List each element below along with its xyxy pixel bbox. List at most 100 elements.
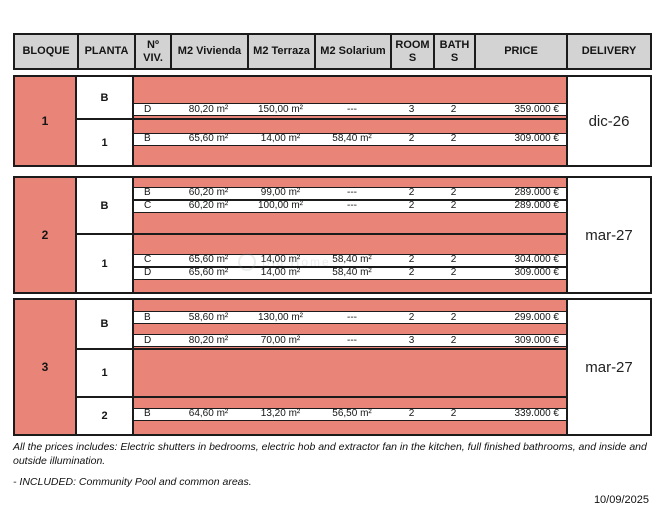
- unit-price: 304.000 €: [514, 254, 560, 266]
- salmon-filler: [134, 77, 566, 103]
- planta-band: 2 B 64,60 m² 13,20 m² 56,50 m² 2 2 339.000 €: [77, 396, 566, 434]
- unit-rows-area: C 65,60 m² 14,00 m² 58,40 m² 2 2 304.000 € D 65,…: [134, 235, 566, 292]
- unit-m2_solarium: ---: [347, 200, 357, 212]
- unit-rows-area: [134, 350, 566, 397]
- unit-rows-area: B 65,60 m² 14,00 m² 58,40 m² 2 2 309.000 €: [134, 120, 566, 165]
- salmon-filler: [134, 398, 566, 408]
- unit-viv: C: [144, 200, 152, 212]
- salmon-filler: [134, 120, 566, 133]
- header-cell-3: M2 Vivienda: [172, 35, 249, 68]
- unit-m2_vivienda: 64,60 m²: [188, 408, 229, 420]
- unit-price: 289.000 €: [514, 200, 560, 212]
- unit-m2_terraza: 100,00 m²: [257, 200, 304, 212]
- unit-baths: 2: [450, 334, 457, 346]
- unit-row: B 60,20 m² 99,00 m² --- 2 2 289.000 €: [134, 186, 566, 200]
- unit-m2_terraza: 14,00 m²: [260, 254, 301, 266]
- unit-price: 309.000 €: [514, 334, 560, 346]
- unit-m2_vivienda: 80,20 m²: [188, 103, 229, 115]
- unit-viv: B: [144, 311, 151, 323]
- unit-rooms: 2: [408, 254, 415, 266]
- unit-row: D 65,60 m² 14,00 m² 58,40 m² 2 2 309.000 €: [134, 266, 566, 280]
- salmon-filler: [134, 235, 566, 254]
- unit-price: 309.000 €: [514, 267, 560, 279]
- plantas-column: B B 60,20 m² 99,00 m² --- 2 2 289.000 € C 60,20 m…: [77, 178, 566, 292]
- block-2: 2 B B 60,20 m² 99,00 m² --- 2 2 289.000 € C 60,20 …: [13, 176, 652, 294]
- salmon-filler: [134, 300, 566, 311]
- planta-band: B B 60,20 m² 99,00 m² --- 2 2 289.000 € C 60,20 m…: [77, 178, 566, 234]
- delivery-cell: mar-27: [566, 300, 650, 434]
- header-cell-5: M2 Solarium: [316, 35, 392, 68]
- header-cell-1: PLANTA: [79, 35, 136, 68]
- salmon-filler: [134, 280, 566, 292]
- unit-baths: 2: [450, 133, 457, 145]
- delivery-cell: mar-27: [566, 178, 650, 292]
- table-header: BLOQUE PLANTA Nº VIV. M2 Vivienda M2 Terraza…: [13, 33, 652, 70]
- plantas-column: B D 80,20 m² 150,00 m² --- 3 2 359.000 €1 B 65,60…: [77, 77, 566, 165]
- unit-row: B 65,60 m² 14,00 m² 58,40 m² 2 2 309.000 €: [134, 132, 566, 146]
- salmon-filler: [134, 146, 566, 165]
- unit-row: C 60,20 m² 100,00 m² --- 2 2 289.000 €: [134, 199, 566, 213]
- salmon-filler: [134, 350, 566, 396]
- unit-m2_terraza: 99,00 m²: [260, 187, 301, 199]
- unit-m2_vivienda: 60,20 m²: [188, 200, 229, 212]
- salmon-filler: [134, 421, 566, 434]
- note-included: - INCLUDED: Community Pool and common ar…: [13, 475, 252, 488]
- unit-viv: B: [144, 133, 151, 145]
- unit-m2_solarium: 58,40 m²: [332, 254, 372, 266]
- unit-price: 289.000 €: [514, 187, 560, 199]
- sheet-date: 10/09/2025: [593, 494, 649, 506]
- unit-m2_terraza: 70,00 m²: [260, 334, 301, 346]
- header-cell-2: Nº VIV.: [136, 35, 172, 68]
- block-3: 3 B B 58,60 m² 130,00 m² --- 2 2 299.000 € D 80,20…: [13, 298, 652, 436]
- unit-m2_solarium: 56,50 m²: [332, 408, 372, 420]
- header-cell-8: PRICE: [476, 35, 568, 68]
- header-cell-4: M2 Terraza: [249, 35, 316, 68]
- unit-m2_solarium: ---: [347, 311, 357, 323]
- unit-m2_terraza: 14,00 m²: [260, 133, 301, 145]
- unit-baths: 2: [450, 254, 457, 266]
- bloque-cell: 2: [15, 178, 77, 292]
- unit-m2_terraza: 13,20 m²: [260, 408, 301, 420]
- unit-row: D 80,20 m² 150,00 m² --- 3 2 359.000 €: [134, 103, 566, 117]
- unit-m2_terraza: 150,00 m²: [257, 103, 304, 115]
- header-cell-0: BLOQUE: [15, 35, 79, 68]
- unit-rows-area: D 80,20 m² 150,00 m² --- 3 2 359.000 €: [134, 77, 566, 119]
- note-prices-include: All the prices includes: Electric shutte…: [13, 441, 647, 467]
- unit-m2_vivienda: 65,60 m²: [188, 133, 229, 145]
- planta-label: B: [77, 300, 134, 349]
- unit-row: D 80,20 m² 70,00 m² --- 3 2 309.000 €: [134, 334, 566, 348]
- bloque-cell: 1: [15, 77, 77, 165]
- unit-rooms: 2: [408, 200, 415, 212]
- salmon-filler: [134, 324, 566, 334]
- planta-label: B: [77, 77, 134, 119]
- planta-label: B: [77, 178, 134, 234]
- unit-rows-area: B 64,60 m² 13,20 m² 56,50 m² 2 2 339.000 €: [134, 398, 566, 434]
- unit-m2_vivienda: 65,60 m²: [188, 254, 229, 266]
- unit-rooms: 3: [408, 334, 415, 346]
- unit-rooms: 2: [408, 187, 415, 199]
- planta-band: B D 80,20 m² 150,00 m² --- 3 2 359.000 €: [77, 77, 566, 119]
- unit-m2_solarium: ---: [347, 187, 357, 199]
- header-cell-7: BATHS: [435, 35, 476, 68]
- planta-band: 1 C 65,60 m² 14,00 m² 58,40 m² 2 2 304.000 € D 65…: [77, 233, 566, 292]
- unit-price: 299.000 €: [514, 311, 560, 323]
- unit-m2_vivienda: 58,60 m²: [188, 311, 229, 323]
- unit-m2_solarium: 58,40 m²: [332, 133, 372, 145]
- unit-viv: D: [144, 267, 152, 279]
- planta-label: 1: [77, 120, 134, 165]
- unit-viv: B: [144, 408, 151, 420]
- unit-baths: 2: [450, 408, 457, 420]
- unit-viv: C: [144, 254, 152, 266]
- unit-price: 309.000 €: [514, 133, 560, 145]
- header-cell-9: DELIVERY: [581, 45, 637, 58]
- bloque-cell: 3: [15, 300, 77, 434]
- unit-baths: 2: [450, 311, 457, 323]
- delivery-cell: dic-26: [566, 77, 650, 165]
- planta-band: 1: [77, 348, 566, 397]
- unit-baths: 2: [450, 187, 457, 199]
- unit-row: B 58,60 m² 130,00 m² --- 2 2 299.000 €: [134, 311, 566, 325]
- unit-rooms: 2: [408, 311, 415, 323]
- header-cell-6: ROOMS: [392, 35, 435, 68]
- unit-m2_vivienda: 60,20 m²: [188, 187, 229, 199]
